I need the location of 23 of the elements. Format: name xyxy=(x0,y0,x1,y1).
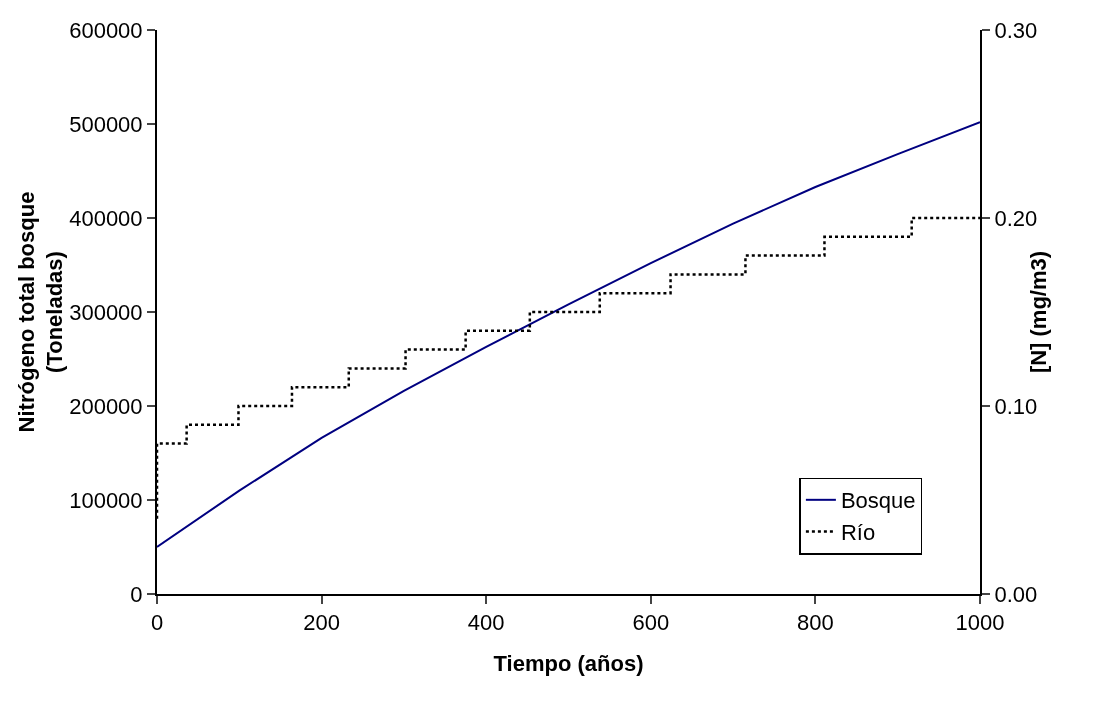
x-tick-label: 0 xyxy=(150,610,164,636)
line-series xyxy=(157,121,980,548)
x-tick-label: 1000 xyxy=(955,610,1005,636)
y2-axis-title: [N] (mg/m3) xyxy=(1026,250,1051,374)
y-tick-label: 500000 xyxy=(69,111,143,137)
x-tick-label: 800 xyxy=(797,610,834,636)
x-axis-title: Tiempo (años) xyxy=(493,651,644,676)
y-tick-label: 300000 xyxy=(69,299,143,325)
x-tick-label: 400 xyxy=(467,610,505,636)
y-tick-label: 600000 xyxy=(69,17,143,43)
y2-tick-label: 0.10 xyxy=(994,393,1038,419)
x-tick-label: 600 xyxy=(632,610,670,636)
legend-label: Bosque xyxy=(840,488,916,514)
y2-tick-label: 0.20 xyxy=(994,205,1038,231)
y-tick-label: 0 xyxy=(130,581,143,607)
legend-label: Río xyxy=(840,520,876,545)
y-axis-title: Nitrógeno total bosque (Toneladas) xyxy=(13,191,68,433)
y-tick-label: 400000 xyxy=(69,205,143,231)
x-tick-label: 200 xyxy=(303,610,340,636)
y2-tick-label: 0.30 xyxy=(994,17,1038,43)
y-tick-label: 100000 xyxy=(69,487,143,513)
y2-tick-label: 0.00 xyxy=(994,581,1038,607)
y-tick-label: 200000 xyxy=(69,393,143,419)
